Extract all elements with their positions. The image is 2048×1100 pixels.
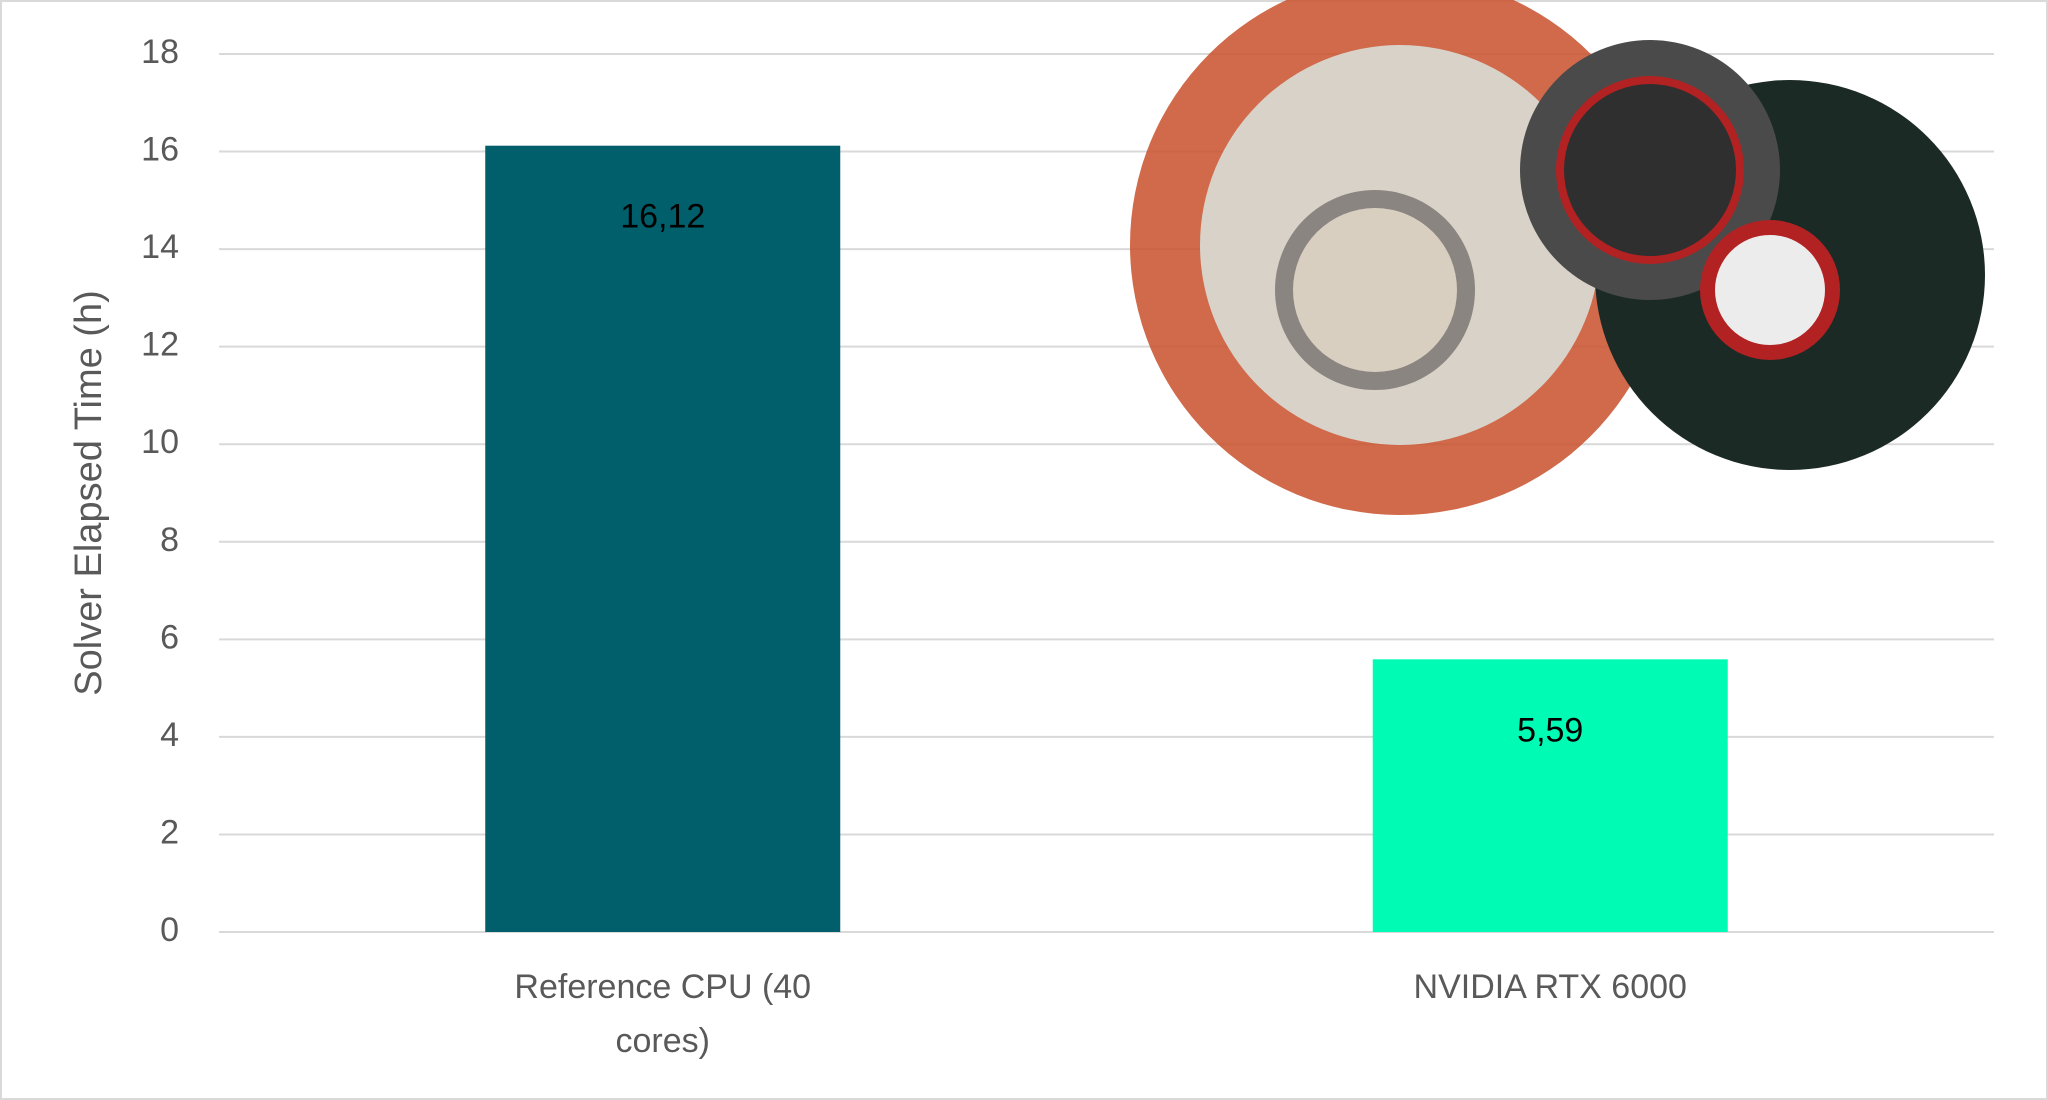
fan-left-center bbox=[1293, 208, 1457, 372]
y-tick-label: 12 bbox=[141, 326, 179, 364]
y-tick-label: 4 bbox=[160, 716, 179, 754]
data-label: 16,12 bbox=[620, 198, 705, 236]
gear-ring bbox=[1556, 76, 1744, 264]
illustration bbox=[1130, 0, 1985, 515]
y-tick-label: 16 bbox=[141, 131, 179, 169]
y-tick-label: 14 bbox=[141, 228, 179, 266]
x-tick-label: NVIDIA RTX 6000 bbox=[1413, 968, 1687, 1006]
data-label: 5,59 bbox=[1517, 711, 1583, 749]
y-tick-label: 6 bbox=[160, 618, 179, 656]
y-tick-label: 8 bbox=[160, 521, 179, 559]
y-tick-label: 10 bbox=[141, 423, 179, 461]
y-axis-label: Solver Elapsed Time (h) bbox=[68, 290, 110, 696]
y-tick-label: 2 bbox=[160, 813, 179, 851]
bar bbox=[1372, 659, 1728, 932]
fan-right-center bbox=[1715, 235, 1825, 345]
bar bbox=[485, 145, 841, 933]
y-tick-label: 18 bbox=[141, 33, 179, 71]
y-tick-label: 0 bbox=[160, 911, 179, 949]
x-tick-label: Reference CPU (40 cores) bbox=[514, 968, 812, 1060]
